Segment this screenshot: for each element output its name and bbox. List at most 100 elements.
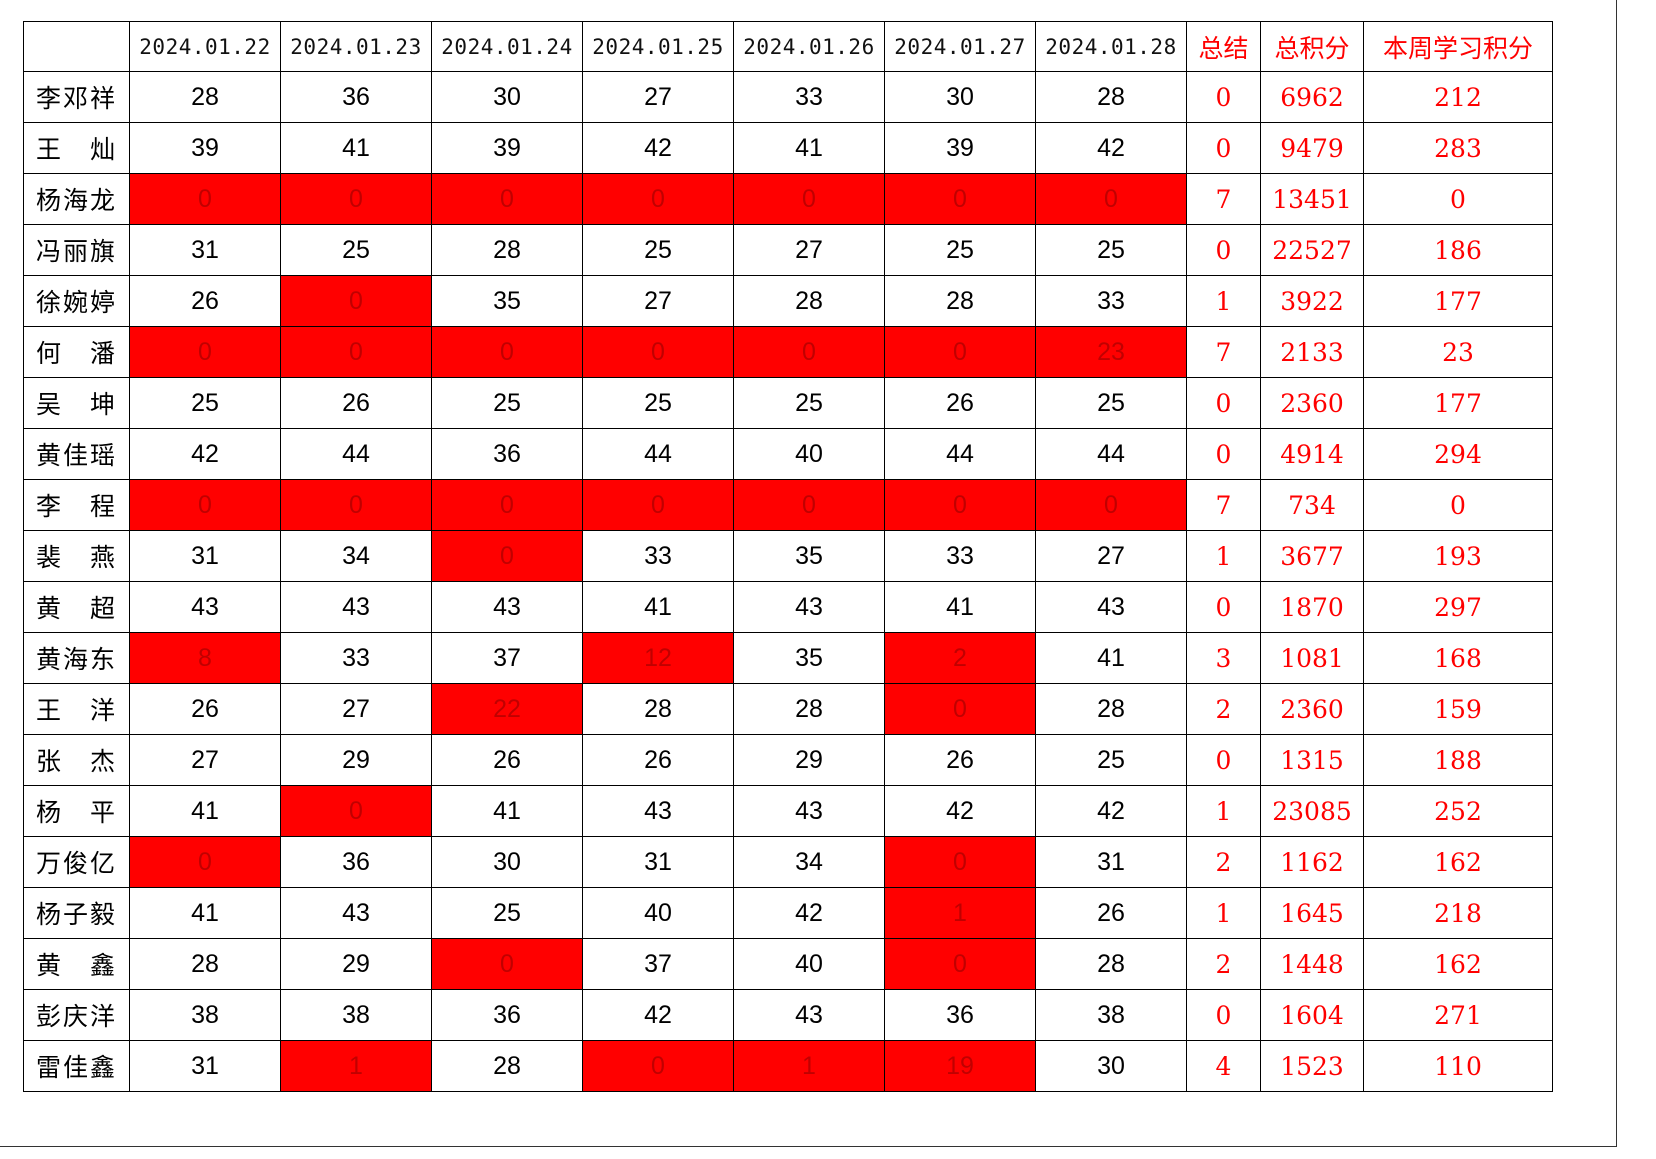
- table-row: 李 程 0 0 0 0 0 0 0 7 734 0: [23, 479, 1553, 531]
- date-header: 2024.01.23: [280, 21, 432, 72]
- summary-cell: 0: [1186, 122, 1261, 174]
- daily-score-cell-highlighted: 0: [733, 479, 885, 531]
- total-score-cell: 1870: [1260, 581, 1364, 633]
- daily-score-cell: 42: [884, 785, 1036, 837]
- total-score-cell: 2360: [1260, 683, 1364, 735]
- person-name-cell: 彭庆洋: [23, 989, 130, 1041]
- daily-score-cell: 28: [431, 224, 583, 276]
- daily-score-cell: 26: [280, 377, 432, 429]
- weekly-score-cell: 193: [1363, 530, 1553, 582]
- person-name-cell: 李邓祥: [23, 71, 130, 123]
- daily-score-cell: 42: [582, 989, 734, 1041]
- daily-score-cell: 38: [280, 989, 432, 1041]
- weekly-score-cell: 177: [1363, 275, 1553, 327]
- daily-score-cell: 35: [733, 632, 885, 684]
- daily-score-cell: 27: [582, 71, 734, 123]
- daily-score-cell: 31: [129, 224, 281, 276]
- daily-score-cell: 39: [129, 122, 281, 174]
- daily-score-cell: 44: [582, 428, 734, 480]
- total-score-cell: 6962: [1260, 71, 1364, 123]
- daily-score-cell: 39: [431, 122, 583, 174]
- daily-score-cell: 41: [431, 785, 583, 837]
- table-row: 何 潘 0 0 0 0 0 0 23 7 2133 23: [23, 326, 1553, 378]
- daily-score-cell: 36: [280, 71, 432, 123]
- daily-score-cell: 38: [129, 989, 281, 1041]
- daily-score-cell: 43: [733, 989, 885, 1041]
- table-row: 吴 坤 25 26 25 25 25 26 25 0 2360 177: [23, 377, 1553, 429]
- daily-score-cell: 41: [884, 581, 1036, 633]
- date-header: 2024.01.25: [582, 21, 734, 72]
- person-name-cell: 杨海龙: [23, 173, 130, 225]
- daily-score-cell: 30: [431, 836, 583, 888]
- weekly-score-cell: 212: [1363, 71, 1553, 123]
- daily-score-cell: 27: [280, 683, 432, 735]
- daily-score-cell-highlighted: 0: [884, 683, 1036, 735]
- summary-cell: 0: [1186, 989, 1261, 1041]
- total-score-cell: 734: [1260, 479, 1364, 531]
- daily-score-cell: 31: [1035, 836, 1187, 888]
- person-name-cell: 冯丽旗: [23, 224, 130, 276]
- summary-cell: 1: [1186, 530, 1261, 582]
- summary-cell: 0: [1186, 428, 1261, 480]
- daily-score-cell-highlighted: 12: [582, 632, 734, 684]
- summary-cell: 0: [1186, 71, 1261, 123]
- summary-cell: 1: [1186, 785, 1261, 837]
- daily-score-cell: 43: [280, 581, 432, 633]
- daily-score-cell: 40: [733, 938, 885, 990]
- daily-score-cell: 25: [1035, 734, 1187, 786]
- table-row: 黄 鑫 28 29 0 37 40 0 28 2 1448 162: [23, 938, 1553, 990]
- daily-score-cell-highlighted: 0: [431, 326, 583, 378]
- daily-score-cell-highlighted: 0: [129, 836, 281, 888]
- daily-score-cell: 33: [884, 530, 1036, 582]
- summary-cell: 4: [1186, 1040, 1261, 1092]
- daily-score-cell-highlighted: 0: [129, 173, 281, 225]
- daily-score-cell: 30: [1035, 1040, 1187, 1092]
- daily-score-cell: 43: [129, 581, 281, 633]
- daily-score-cell-highlighted: 0: [1035, 479, 1187, 531]
- person-name-cell: 雷佳鑫: [23, 1040, 130, 1092]
- daily-score-cell: 44: [884, 428, 1036, 480]
- table-row: 徐婉婷 26 0 35 27 28 28 33 1 3922 177: [23, 275, 1553, 327]
- daily-score-cell: 37: [582, 938, 734, 990]
- weekly-score-cell: 0: [1363, 479, 1553, 531]
- weekly-score-cell: 297: [1363, 581, 1553, 633]
- daily-score-cell-highlighted: 0: [582, 326, 734, 378]
- summary-cell: 0: [1186, 377, 1261, 429]
- daily-score-cell-highlighted: 0: [431, 530, 583, 582]
- daily-score-cell: 25: [733, 377, 885, 429]
- total-score-cell: 1604: [1260, 989, 1364, 1041]
- person-name-cell: 万俊亿: [23, 836, 130, 888]
- table-row: 李邓祥 28 36 30 27 33 30 28 0 6962 212: [23, 71, 1553, 123]
- daily-score-cell-highlighted: 0: [733, 173, 885, 225]
- daily-score-cell: 35: [431, 275, 583, 327]
- total-score-header: 总积分: [1260, 21, 1364, 72]
- daily-score-cell: 25: [1035, 377, 1187, 429]
- daily-score-cell: 31: [582, 836, 734, 888]
- total-score-cell: 4914: [1260, 428, 1364, 480]
- summary-header: 总结: [1186, 21, 1261, 72]
- summary-cell: 2: [1186, 836, 1261, 888]
- daily-score-cell: 44: [1035, 428, 1187, 480]
- daily-score-cell: 41: [1035, 632, 1187, 684]
- daily-score-cell: 36: [884, 989, 1036, 1041]
- daily-score-cell: 42: [733, 887, 885, 939]
- daily-score-cell: 36: [431, 989, 583, 1041]
- total-score-cell: 13451: [1260, 173, 1364, 225]
- weekly-score-cell: 218: [1363, 887, 1553, 939]
- daily-score-cell: 43: [733, 581, 885, 633]
- weekly-score-cell: 188: [1363, 734, 1553, 786]
- sheet-frame: [0, 0, 1617, 1147]
- weekly-score-cell: 186: [1363, 224, 1553, 276]
- date-header: 2024.01.24: [431, 21, 583, 72]
- daily-score-cell: 43: [280, 887, 432, 939]
- total-score-cell: 3922: [1260, 275, 1364, 327]
- total-score-cell: 2360: [1260, 377, 1364, 429]
- daily-score-cell: 33: [280, 632, 432, 684]
- weekly-score-cell: 271: [1363, 989, 1553, 1041]
- daily-score-cell: 42: [1035, 785, 1187, 837]
- table-row: 雷佳鑫 31 1 28 0 1 19 30 4 1523 110: [23, 1040, 1553, 1092]
- total-score-cell: 1523: [1260, 1040, 1364, 1092]
- daily-score-cell: 44: [280, 428, 432, 480]
- person-name-cell: 吴 坤: [23, 377, 130, 429]
- daily-score-cell: 30: [431, 71, 583, 123]
